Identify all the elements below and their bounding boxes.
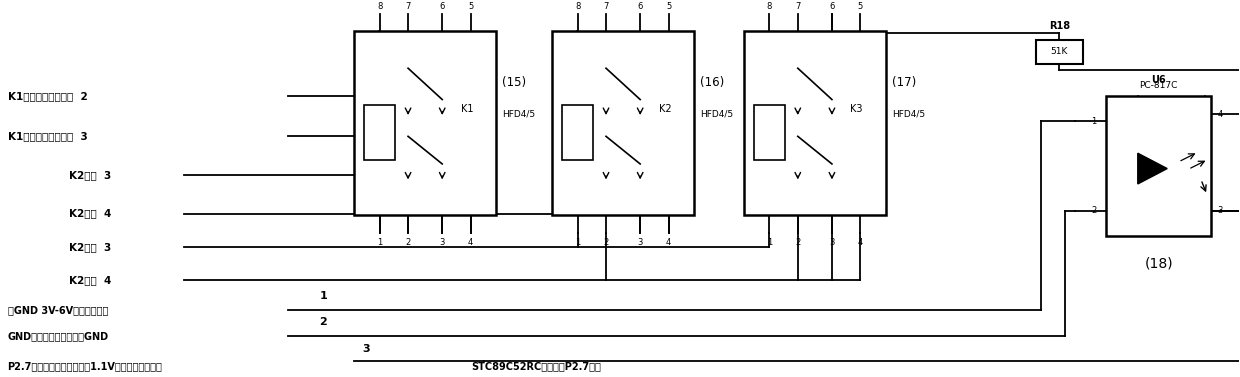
Bar — [363, 105, 394, 160]
Text: HFD4/5: HFD4/5 — [502, 110, 536, 119]
Text: 1: 1 — [319, 291, 327, 301]
Text: 3: 3 — [637, 238, 642, 247]
Bar — [353, 31, 496, 216]
Text: 1: 1 — [377, 238, 382, 247]
Text: 7: 7 — [795, 2, 801, 11]
Text: 51K: 51K — [1050, 47, 1068, 56]
Text: 3: 3 — [830, 238, 835, 247]
Text: 4: 4 — [666, 238, 671, 247]
Text: 1: 1 — [766, 238, 773, 247]
Text: (15): (15) — [502, 77, 527, 89]
Text: 5: 5 — [666, 2, 671, 11]
Text: 6: 6 — [830, 2, 835, 11]
Text: (18): (18) — [1145, 256, 1173, 270]
Polygon shape — [1138, 153, 1167, 184]
Text: 4: 4 — [1218, 110, 1223, 118]
Text: 3: 3 — [1218, 206, 1223, 215]
Text: (16): (16) — [701, 77, 724, 89]
Bar — [754, 105, 785, 160]
Text: 2: 2 — [1091, 206, 1096, 215]
Bar — [562, 105, 593, 160]
Text: GND无需隔离跟本电路共GND: GND无需隔离跟本电路共GND — [7, 331, 109, 341]
Text: 与GND 3V-6V系统停止工作: 与GND 3V-6V系统停止工作 — [7, 305, 108, 315]
Text: K3: K3 — [851, 104, 863, 114]
Text: K1系统启动常闭断开  2: K1系统启动常闭断开 2 — [7, 91, 87, 101]
Text: (17): (17) — [893, 77, 916, 89]
Text: K2常开  4: K2常开 4 — [69, 275, 112, 285]
Bar — [1035, 40, 1083, 64]
Bar — [744, 31, 887, 216]
Text: K2: K2 — [658, 104, 671, 114]
Text: 8: 8 — [377, 2, 382, 11]
Text: 2: 2 — [795, 238, 800, 247]
Text: 1: 1 — [575, 238, 580, 247]
Text: 7: 7 — [405, 2, 410, 11]
Text: 3: 3 — [439, 238, 445, 247]
Text: 5: 5 — [858, 2, 863, 11]
Text: 1: 1 — [1091, 116, 1096, 126]
Text: 2: 2 — [405, 238, 410, 247]
Text: PC-817C: PC-817C — [1140, 81, 1178, 90]
Text: 2: 2 — [319, 317, 327, 326]
Text: K2常开  3: K2常开 3 — [69, 170, 112, 180]
Text: 4: 4 — [858, 238, 863, 247]
Text: HFD4/5: HFD4/5 — [701, 110, 734, 119]
Text: 8: 8 — [575, 2, 580, 11]
Text: STC89C52RC（处理）P2.7端口: STC89C52RC（处理）P2.7端口 — [471, 362, 601, 371]
Text: K1系统启动常闭断开  3: K1系统启动常闭断开 3 — [7, 131, 87, 141]
Text: 3: 3 — [362, 343, 371, 354]
Text: HFD4/5: HFD4/5 — [893, 110, 925, 119]
Text: K2常开  4: K2常开 4 — [69, 208, 112, 219]
Text: 2: 2 — [604, 238, 609, 247]
Text: 6: 6 — [439, 2, 445, 11]
Text: 4: 4 — [467, 238, 474, 247]
Text: R18: R18 — [1049, 21, 1070, 31]
Text: 5: 5 — [467, 2, 474, 11]
Text: 8: 8 — [766, 2, 773, 11]
Text: U6: U6 — [1152, 75, 1166, 85]
Bar — [1106, 96, 1211, 236]
Text: 7: 7 — [604, 2, 609, 11]
Text: K2常开  3: K2常开 3 — [69, 242, 112, 252]
Bar — [552, 31, 694, 216]
Text: P2.7口：三极管击穿或测电1.1V或以上输出低电平: P2.7口：三极管击穿或测电1.1V或以上输出低电平 — [7, 362, 162, 371]
Text: K1: K1 — [461, 104, 474, 114]
Text: 6: 6 — [637, 2, 642, 11]
